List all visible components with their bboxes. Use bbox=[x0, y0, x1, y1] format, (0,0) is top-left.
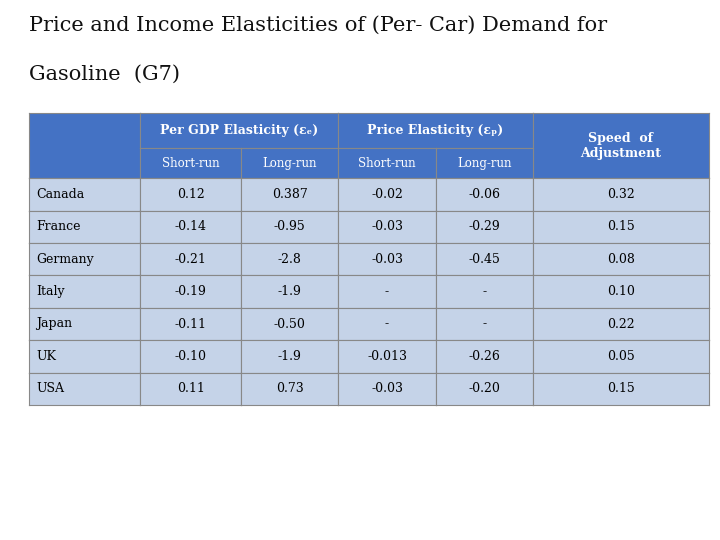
Text: -: - bbox=[482, 318, 486, 330]
Text: -0.11: -0.11 bbox=[175, 318, 207, 330]
Text: -: - bbox=[385, 318, 389, 330]
Text: UK: UK bbox=[36, 350, 56, 363]
Text: Price and Income Elasticities of (Per- Car) Demand for: Price and Income Elasticities of (Per- C… bbox=[29, 16, 607, 35]
Text: 0.10: 0.10 bbox=[607, 285, 635, 298]
Text: -2.8: -2.8 bbox=[278, 253, 302, 266]
Text: 0.05: 0.05 bbox=[607, 350, 635, 363]
Text: Speed  of
Adjustment: Speed of Adjustment bbox=[580, 132, 662, 160]
Text: 0.387: 0.387 bbox=[272, 188, 307, 201]
Text: -0.06: -0.06 bbox=[468, 188, 500, 201]
Text: -0.03: -0.03 bbox=[371, 253, 403, 266]
Text: -0.03: -0.03 bbox=[371, 382, 403, 395]
Text: -0.29: -0.29 bbox=[468, 220, 500, 233]
Text: -0.03: -0.03 bbox=[371, 220, 403, 233]
Text: -: - bbox=[482, 285, 486, 298]
Text: Per GDP Elasticity (εₑ): Per GDP Elasticity (εₑ) bbox=[161, 124, 318, 138]
Text: Long-run: Long-run bbox=[263, 157, 317, 170]
Text: 0.32: 0.32 bbox=[607, 188, 635, 201]
Text: 0.73: 0.73 bbox=[276, 382, 304, 395]
Text: 0.15: 0.15 bbox=[607, 382, 635, 395]
Text: -0.10: -0.10 bbox=[175, 350, 207, 363]
Text: Japan: Japan bbox=[36, 318, 72, 330]
Text: -0.013: -0.013 bbox=[367, 350, 407, 363]
Text: Germany: Germany bbox=[36, 253, 94, 266]
Text: -0.95: -0.95 bbox=[274, 220, 306, 233]
Text: Long-run: Long-run bbox=[457, 157, 511, 170]
Text: -0.19: -0.19 bbox=[175, 285, 207, 298]
Text: Price Elasticity (εₚ): Price Elasticity (εₚ) bbox=[367, 124, 504, 138]
Text: Gasoline  (G7): Gasoline (G7) bbox=[29, 65, 180, 84]
Text: -1.9: -1.9 bbox=[278, 285, 302, 298]
Text: 0.11: 0.11 bbox=[177, 382, 204, 395]
Text: 0.08: 0.08 bbox=[607, 253, 635, 266]
Text: -0.02: -0.02 bbox=[371, 188, 403, 201]
Text: -0.20: -0.20 bbox=[468, 382, 500, 395]
Text: France: France bbox=[36, 220, 81, 233]
Text: -: - bbox=[385, 285, 389, 298]
Text: 0.22: 0.22 bbox=[607, 318, 635, 330]
Text: -0.21: -0.21 bbox=[175, 253, 207, 266]
Text: Italy: Italy bbox=[36, 285, 65, 298]
Text: 0.12: 0.12 bbox=[177, 188, 204, 201]
Text: -1.9: -1.9 bbox=[278, 350, 302, 363]
Text: Canada: Canada bbox=[36, 188, 84, 201]
Text: -0.14: -0.14 bbox=[175, 220, 207, 233]
Text: USA: USA bbox=[36, 382, 64, 395]
Text: -0.26: -0.26 bbox=[468, 350, 500, 363]
Text: Short-run: Short-run bbox=[358, 157, 416, 170]
Text: -0.45: -0.45 bbox=[468, 253, 500, 266]
Text: Short-run: Short-run bbox=[162, 157, 220, 170]
Text: -0.50: -0.50 bbox=[274, 318, 306, 330]
Text: 0.15: 0.15 bbox=[607, 220, 635, 233]
